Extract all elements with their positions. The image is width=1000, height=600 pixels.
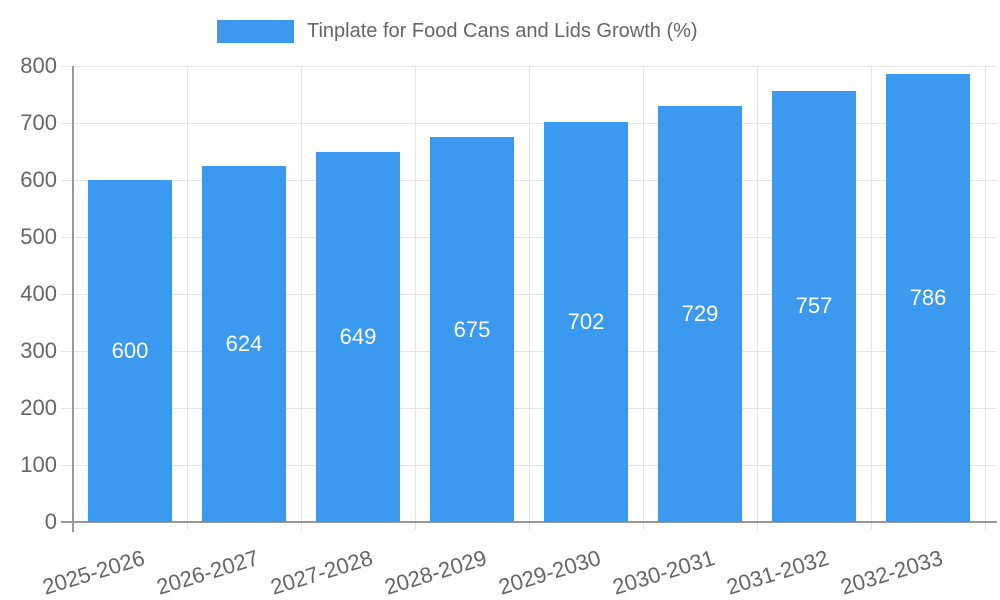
x-tick-label: 2029-2030 bbox=[495, 545, 604, 600]
bar[interactable] bbox=[886, 73, 970, 522]
bar[interactable] bbox=[88, 180, 172, 522]
x-gridline bbox=[300, 66, 302, 522]
y-tick-mark bbox=[61, 236, 73, 238]
y-tick-label: 200 bbox=[20, 395, 57, 420]
y-tick-label: 0 bbox=[44, 509, 57, 534]
x-gridline bbox=[642, 66, 644, 522]
x-gridline bbox=[870, 66, 872, 522]
bar-value-label: 600 bbox=[111, 338, 149, 363]
x-tick-label: 2032-2033 bbox=[837, 545, 946, 600]
legend-label: Tinplate for Food Cans and Lids Growth (… bbox=[307, 20, 698, 42]
y-gridline bbox=[73, 407, 997, 409]
x-tick-mark bbox=[870, 522, 872, 530]
y-gridline bbox=[73, 350, 997, 352]
y-tick-mark bbox=[61, 464, 73, 466]
y-tick-mark bbox=[61, 65, 73, 67]
bar[interactable] bbox=[430, 137, 514, 522]
bar-value-label: 675 bbox=[453, 316, 491, 342]
y-gridline bbox=[73, 179, 997, 181]
y-tick-label: 500 bbox=[20, 224, 57, 249]
x-tick-mark bbox=[642, 522, 644, 530]
x-tick-label: 2031-2032 bbox=[723, 545, 832, 600]
bar[interactable] bbox=[316, 152, 400, 522]
bar-value-label: 649 bbox=[339, 324, 377, 350]
y-axis-line bbox=[72, 66, 74, 532]
bar[interactable] bbox=[658, 106, 742, 522]
bar-value-label: 729 bbox=[681, 301, 719, 327]
y-tick-mark bbox=[61, 407, 73, 409]
y-gridline bbox=[73, 122, 997, 124]
x-tick-label: 2028-2029 bbox=[381, 545, 490, 600]
y-gridline bbox=[73, 464, 997, 466]
y-tick-mark bbox=[61, 350, 73, 352]
x-gridline bbox=[528, 66, 530, 522]
x-gridline bbox=[414, 66, 416, 522]
x-tick-mark bbox=[528, 522, 530, 530]
x-gridline bbox=[186, 66, 188, 522]
legend-swatch bbox=[217, 20, 294, 43]
x-tick-mark bbox=[300, 522, 302, 530]
y-tick-mark bbox=[61, 179, 73, 181]
y-tick-mark bbox=[61, 122, 73, 124]
bar-value-label: 702 bbox=[567, 308, 605, 334]
y-tick-label: 400 bbox=[20, 281, 57, 306]
x-tick-mark bbox=[186, 522, 188, 530]
y-tick-mark bbox=[61, 293, 73, 295]
x-tick-mark bbox=[756, 522, 758, 530]
y-tick-label: 700 bbox=[20, 110, 57, 135]
bar-value-label: 786 bbox=[909, 284, 947, 310]
x-tick-label: 2027-2028 bbox=[267, 545, 376, 600]
y-gridline bbox=[73, 293, 997, 295]
bar-value-label: 624 bbox=[225, 331, 263, 357]
x-tick-mark bbox=[984, 522, 986, 530]
bar-value-label: 757 bbox=[795, 293, 833, 319]
y-gridline bbox=[73, 65, 997, 67]
bar[interactable] bbox=[772, 90, 856, 522]
x-gridline bbox=[756, 66, 758, 522]
y-gridline bbox=[73, 236, 997, 238]
x-tick-label: 2026-2027 bbox=[153, 545, 262, 600]
y-tick-label: 800 bbox=[20, 53, 57, 78]
x-gridline bbox=[984, 66, 986, 522]
x-tick-label: 2025-2026 bbox=[39, 545, 148, 600]
bar[interactable] bbox=[544, 121, 628, 522]
bar[interactable] bbox=[202, 166, 286, 522]
x-tick-label: 2030-2031 bbox=[609, 545, 718, 600]
y-tick-label: 600 bbox=[20, 167, 57, 192]
y-tick-label: 100 bbox=[20, 452, 57, 477]
y-tick-label: 300 bbox=[20, 338, 57, 363]
x-axis-line bbox=[61, 521, 997, 523]
x-tick-mark bbox=[414, 522, 416, 530]
